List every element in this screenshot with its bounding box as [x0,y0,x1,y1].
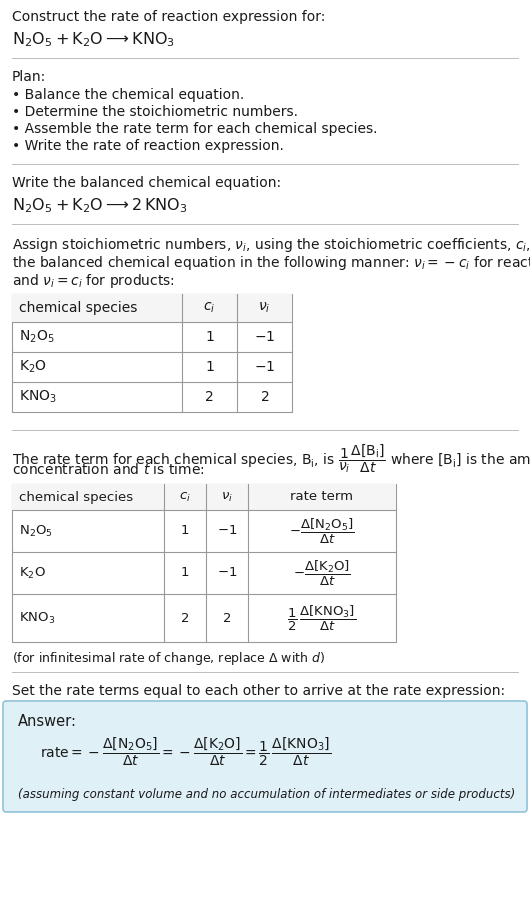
Text: 1: 1 [205,330,214,344]
Text: $c_i$: $c_i$ [179,490,191,503]
Bar [12,484,396,642]
Bar [12,294,292,412]
Text: 1: 1 [205,360,214,374]
Text: $\mathrm{N_2O_5}$: $\mathrm{N_2O_5}$ [19,329,55,345]
Bar [12,484,396,510]
Text: concentration and $t$ is time:: concentration and $t$ is time: [12,462,205,477]
Text: Construct the rate of reaction expression for:: Construct the rate of reaction expressio… [12,10,325,24]
Text: $-\dfrac{\Delta[\mathrm{K_2O}]}{\Delta t}$: $-\dfrac{\Delta[\mathrm{K_2O}]}{\Delta t… [293,559,351,588]
Text: chemical species: chemical species [19,490,133,503]
Text: $\nu_i$: $\nu_i$ [258,301,271,315]
Text: chemical species: chemical species [19,301,137,315]
Text: (for infinitesimal rate of change, replace Δ with $d$): (for infinitesimal rate of change, repla… [12,650,325,667]
Text: • Balance the chemical equation.: • Balance the chemical equation. [12,88,244,102]
Text: Write the balanced chemical equation:: Write the balanced chemical equation: [12,176,281,190]
Text: $\mathrm{KNO_3}$: $\mathrm{KNO_3}$ [19,611,55,625]
Text: The rate term for each chemical species, $\mathrm{B_i}$, is $\dfrac{1}{\nu_i}\df: The rate term for each chemical species,… [12,442,530,475]
Text: 2: 2 [205,390,214,404]
Text: Plan:: Plan: [12,70,46,84]
Text: (assuming constant volume and no accumulation of intermediates or side products): (assuming constant volume and no accumul… [18,788,515,801]
Text: and $\nu_i = c_i$ for products:: and $\nu_i = c_i$ for products: [12,272,175,290]
Bar [12,294,292,322]
Text: $\mathrm{rate} = -\dfrac{\Delta[\mathrm{N_2O_5}]}{\Delta t} = -\dfrac{\Delta[\ma: $\mathrm{rate} = -\dfrac{\Delta[\mathrm{… [40,736,331,768]
Text: • Determine the stoichiometric numbers.: • Determine the stoichiometric numbers. [12,105,298,119]
Text: Set the rate terms equal to each other to arrive at the rate expression:: Set the rate terms equal to each other t… [12,684,505,698]
FancyBboxPatch shape [3,701,527,812]
Text: 1: 1 [181,524,189,538]
Text: • Write the rate of reaction expression.: • Write the rate of reaction expression. [12,139,284,153]
Text: $-1$: $-1$ [254,360,275,374]
Text: $\mathrm{K_2O}$: $\mathrm{K_2O}$ [19,565,46,581]
Text: $2$: $2$ [223,612,232,624]
Text: Answer:: Answer: [18,714,77,729]
Text: $\nu_i$: $\nu_i$ [221,490,233,503]
Text: $-1$: $-1$ [217,524,237,538]
Text: $-1$: $-1$ [217,567,237,580]
Text: rate term: rate term [290,490,354,503]
Text: $c_i$: $c_i$ [204,301,216,315]
Text: 2: 2 [181,612,189,624]
Text: $\mathrm{N_2O_5 + K_2O \longrightarrow KNO_3}$: $\mathrm{N_2O_5 + K_2O \longrightarrow K… [12,30,175,49]
Text: $-\dfrac{\Delta[\mathrm{N_2O_5}]}{\Delta t}$: $-\dfrac{\Delta[\mathrm{N_2O_5}]}{\Delta… [289,516,355,546]
Text: $2$: $2$ [260,390,269,404]
Text: 1: 1 [181,567,189,580]
Text: $\mathrm{N_2O_5}$: $\mathrm{N_2O_5}$ [19,523,53,539]
Text: the balanced chemical equation in the following manner: $\nu_i = -c_i$ for react: the balanced chemical equation in the fo… [12,254,530,272]
Text: $\mathrm{KNO_3}$: $\mathrm{KNO_3}$ [19,389,57,405]
Text: $\mathrm{K_2O}$: $\mathrm{K_2O}$ [19,359,47,375]
Text: $-1$: $-1$ [254,330,275,344]
Text: $\mathrm{N_2O_5 + K_2O \longrightarrow 2\,KNO_3}$: $\mathrm{N_2O_5 + K_2O \longrightarrow 2… [12,196,188,215]
Text: Assign stoichiometric numbers, $\nu_i$, using the stoichiometric coefficients, $: Assign stoichiometric numbers, $\nu_i$, … [12,236,530,254]
Text: • Assemble the rate term for each chemical species.: • Assemble the rate term for each chemic… [12,122,377,136]
Text: $\dfrac{1}{2}\,\dfrac{\Delta[\mathrm{KNO_3}]}{\Delta t}$: $\dfrac{1}{2}\,\dfrac{\Delta[\mathrm{KNO… [287,603,357,632]
